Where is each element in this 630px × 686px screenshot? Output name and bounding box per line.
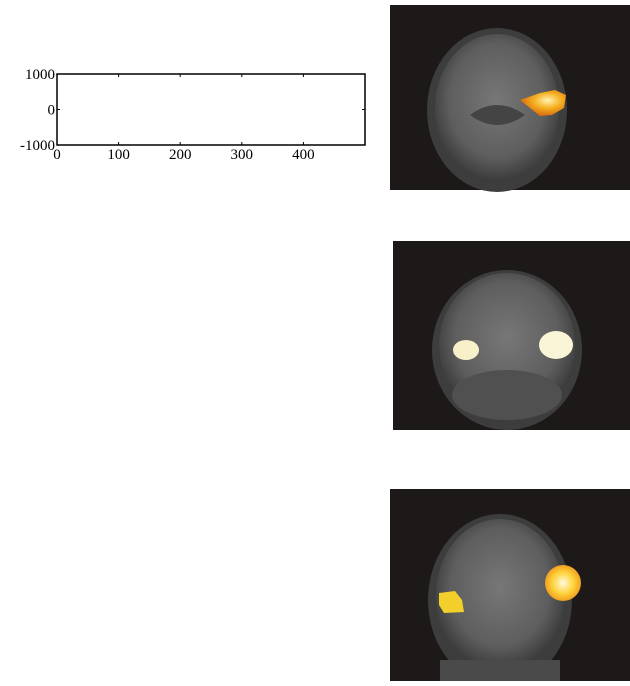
axes-frame — [57, 74, 365, 145]
y-tick-label: -1000 — [20, 138, 55, 154]
figure: 0100200300400-100001000 — [0, 0, 630, 681]
brain-image — [393, 241, 630, 430]
x-tick-label: 300 — [231, 147, 254, 163]
y-tick-label: 0 — [48, 103, 56, 119]
x-tick-label: 400 — [292, 147, 315, 163]
brain-image — [390, 5, 630, 192]
y-tick-label: 1000 — [25, 67, 55, 83]
x-tick-label: 100 — [107, 147, 130, 163]
x-tick-label: 200 — [169, 147, 192, 163]
page: 0100200300400-100001000 (() => { const d… — [0, 0, 630, 681]
brain-image — [390, 489, 630, 681]
